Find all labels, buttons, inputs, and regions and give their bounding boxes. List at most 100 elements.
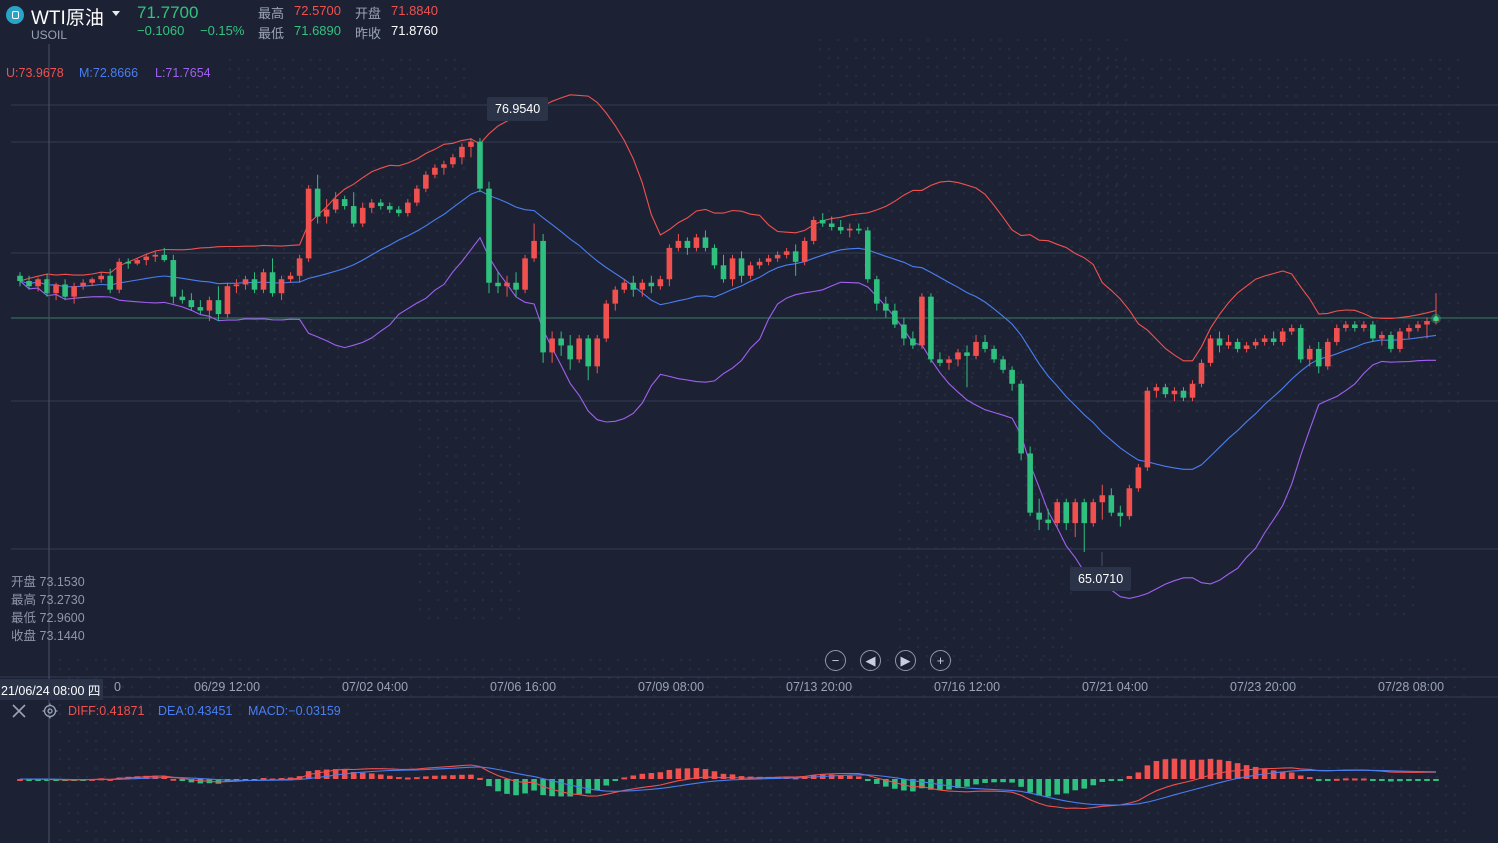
macd-bar <box>1279 771 1286 779</box>
candle-body <box>828 223 835 227</box>
candle <box>1153 383 1160 398</box>
macd-bar <box>955 779 961 789</box>
next-icon[interactable]: ▶︎ <box>895 650 916 671</box>
candle-body <box>143 256 150 261</box>
macd-bar <box>846 775 853 779</box>
candle-body <box>874 279 880 304</box>
candle-body <box>1081 502 1088 524</box>
macd-bar <box>612 779 619 781</box>
candle <box>161 247 168 262</box>
macd-bar <box>368 773 375 779</box>
candle-body <box>810 220 817 241</box>
x-axis-label: 07/23 20:00 <box>1230 680 1297 694</box>
candle-body <box>80 282 86 287</box>
candle <box>1343 321 1349 332</box>
candle <box>1361 321 1367 332</box>
x-axis-label: 07/13 20:00 <box>786 680 853 694</box>
candle <box>540 233 546 363</box>
low-value: 71.6890 <box>294 23 341 38</box>
candle-body <box>1270 338 1277 342</box>
candle-body <box>928 296 934 360</box>
symbol-name[interactable]: WTI原油 <box>31 8 104 29</box>
candle <box>477 138 483 193</box>
x-axis-label: 0 <box>114 680 121 694</box>
candle <box>774 251 781 262</box>
crosshair-close: 收盘 73.1440 <box>11 629 85 643</box>
macd-bar <box>1361 778 1367 781</box>
macd-bar <box>693 768 700 779</box>
candle <box>278 275 285 301</box>
boll-lower-line <box>19 236 1436 599</box>
candle-body <box>621 282 628 290</box>
candle-body <box>558 338 564 346</box>
candle-body <box>919 296 925 346</box>
candlesticks <box>17 138 1441 553</box>
caret-down-icon[interactable] <box>112 11 120 16</box>
candle-body <box>1135 467 1142 489</box>
candle-body <box>1361 324 1367 329</box>
prev-close-value: 71.8760 <box>391 23 438 38</box>
high-label: 最高 <box>258 6 285 21</box>
candle <box>666 244 673 287</box>
macd-bar <box>946 779 952 790</box>
candle-body <box>242 279 249 285</box>
candle-body <box>1198 362 1205 384</box>
macd-bar <box>1288 772 1295 779</box>
last-price: 71.7700 <box>137 3 199 22</box>
candle-body <box>396 209 402 214</box>
close-icon[interactable] <box>11 703 27 719</box>
candle-body <box>774 254 781 259</box>
candle <box>522 254 528 294</box>
x-axis-label: 07/09 08:00 <box>638 680 705 694</box>
candle-body <box>865 230 871 280</box>
candle <box>1180 387 1187 402</box>
macd-bar <box>1180 759 1187 779</box>
candle-body <box>89 279 95 283</box>
eye-icon[interactable] <box>42 703 58 719</box>
candle <box>549 331 555 363</box>
candle-body <box>1000 359 1006 370</box>
candle-body <box>323 209 330 217</box>
macd-bar <box>666 769 673 779</box>
candle <box>1090 498 1097 527</box>
macd-bar <box>874 779 880 784</box>
candle-body <box>576 338 582 360</box>
candle-body <box>1108 495 1115 513</box>
candle <box>585 334 591 381</box>
macd-bar <box>855 776 862 779</box>
macd-bar <box>1225 761 1232 779</box>
candle-body <box>1144 390 1151 468</box>
zoom-out-icon[interactable]: − <box>825 650 846 671</box>
candle-body <box>982 341 988 349</box>
candle <box>62 279 68 301</box>
candle-body <box>197 307 204 311</box>
macd-bar <box>1352 778 1358 781</box>
zoom-in-icon[interactable]: + <box>930 650 951 671</box>
candle <box>720 254 727 283</box>
open-label: 开盘 <box>355 6 382 21</box>
macd-bar <box>179 779 186 781</box>
macd-bar <box>414 777 420 780</box>
candle-body <box>206 300 213 311</box>
candle-body <box>450 157 456 165</box>
macd-bar <box>396 777 402 780</box>
candle <box>269 258 276 297</box>
candle <box>1135 463 1142 492</box>
candle-body <box>386 206 393 210</box>
prev-icon[interactable]: ◀︎ <box>860 650 881 671</box>
candle <box>459 143 465 165</box>
macd-bar <box>477 777 483 780</box>
candle-body <box>702 237 709 248</box>
candle-body <box>855 228 862 231</box>
candle-body <box>260 272 267 290</box>
candle <box>332 192 339 214</box>
candle-body <box>738 258 745 276</box>
macd-bar <box>1099 779 1106 782</box>
candle <box>621 279 628 294</box>
candle-body <box>1261 338 1268 342</box>
candle <box>955 348 961 367</box>
macd-bar <box>278 778 285 781</box>
candle <box>964 345 970 388</box>
candle-body <box>62 284 68 297</box>
